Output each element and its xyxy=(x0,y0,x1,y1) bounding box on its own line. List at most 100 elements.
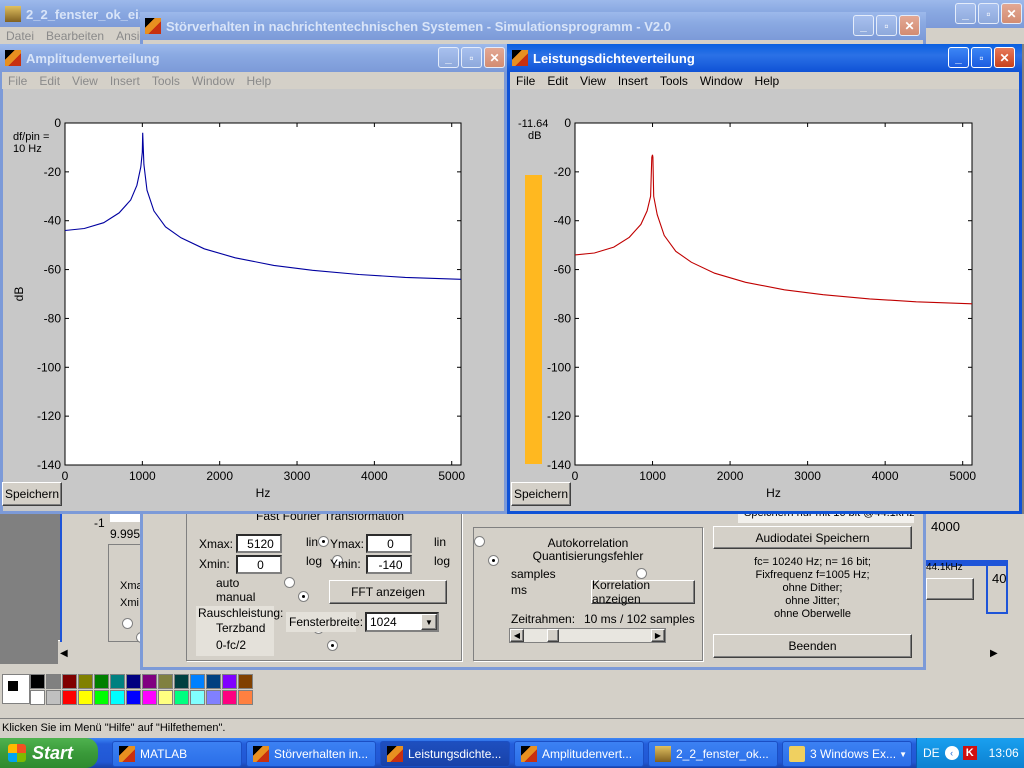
maximize-button[interactable]: ▫ xyxy=(461,47,482,68)
palette-swatch[interactable] xyxy=(142,690,157,705)
tray-collapse-icon[interactable]: ‹ xyxy=(944,746,959,760)
menu-datei[interactable]: Datei xyxy=(6,28,35,43)
palette-swatch[interactable] xyxy=(174,690,189,705)
fft-anzeigen-button[interactable]: FFT anzeigen xyxy=(329,580,447,604)
current-color-box[interactable] xyxy=(2,674,30,704)
maximize-button[interactable]: ▫ xyxy=(971,47,992,68)
language-indicator[interactable]: DE xyxy=(923,746,940,760)
palette-swatch[interactable] xyxy=(78,690,93,705)
menu-insert[interactable]: Insert xyxy=(109,73,140,88)
x-lin-radio[interactable] xyxy=(318,536,330,547)
minimize-button[interactable]: _ xyxy=(438,47,459,68)
samples-radio[interactable] xyxy=(635,568,647,579)
close-button[interactable]: ✕ xyxy=(1001,3,1022,24)
main-window-titlebar[interactable]: Störverhalten in nachrichtentechnischen … xyxy=(140,12,926,40)
minimize-button[interactable]: _ xyxy=(948,47,969,68)
palette-swatch[interactable] xyxy=(110,690,125,705)
taskbar-item-amplitudenvert[interactable]: Amplitudenvert... xyxy=(514,741,644,767)
minimize-button[interactable]: _ xyxy=(853,15,874,36)
menu-tools[interactable]: Tools xyxy=(151,73,180,88)
palette-swatch[interactable] xyxy=(126,674,141,689)
beenden-button[interactable]: Beenden xyxy=(713,634,912,658)
fensterbreite-select[interactable]: 1024 ▼ xyxy=(365,612,439,632)
palette-swatch[interactable] xyxy=(30,690,45,705)
taskbar-group-arrow-icon[interactable]: ▼ xyxy=(899,749,907,759)
palette-swatch[interactable] xyxy=(190,690,205,705)
palette-swatch[interactable] xyxy=(206,690,221,705)
menu-edit[interactable]: Edit xyxy=(39,73,61,88)
dropdown-arrow-icon[interactable]: ▼ xyxy=(421,614,437,630)
menu-view[interactable]: View xyxy=(72,73,98,88)
taskbar-item-paint[interactable]: 2_2_fenster_ok... xyxy=(648,741,778,767)
palette-swatch[interactable] xyxy=(62,674,77,689)
slider-right-arrow-icon[interactable]: ▶ xyxy=(651,629,665,642)
y-tick-label: 0 xyxy=(564,116,571,130)
palette-swatch[interactable] xyxy=(142,674,157,689)
fc2-radio[interactable] xyxy=(326,640,338,651)
taskbar-item-stoerverhalten[interactable]: Störverhalten in... xyxy=(246,741,376,767)
palette-swatch[interactable] xyxy=(110,674,125,689)
palette-swatch[interactable] xyxy=(46,674,61,689)
close-button[interactable]: ✕ xyxy=(994,47,1015,68)
palette-swatch[interactable] xyxy=(190,674,205,689)
audiodatei-speichern-button[interactable]: Audiodatei Speichern xyxy=(713,526,912,549)
psd-save-button[interactable]: Speichern xyxy=(511,482,571,506)
menu-edit[interactable]: Edit xyxy=(547,73,569,88)
palette-swatch[interactable] xyxy=(158,674,173,689)
amplitude-save-button[interactable]: Speichern xyxy=(2,482,62,506)
palette-swatch[interactable] xyxy=(222,690,237,705)
xmax-input[interactable]: 5120 xyxy=(236,534,282,553)
start-button[interactable]: Start xyxy=(0,738,98,768)
palette-swatch[interactable] xyxy=(78,674,93,689)
manual-radio[interactable] xyxy=(298,591,310,602)
palette-swatch[interactable] xyxy=(46,690,61,705)
menu-window[interactable]: Window xyxy=(699,73,743,88)
palette-swatch[interactable] xyxy=(30,674,45,689)
palette-swatch[interactable] xyxy=(238,674,253,689)
palette-swatch[interactable] xyxy=(206,674,221,689)
close-button[interactable]: ✕ xyxy=(484,47,505,68)
menu-insert[interactable]: Insert xyxy=(617,73,648,88)
palette-swatch[interactable] xyxy=(222,674,237,689)
menu-file[interactable]: File xyxy=(8,73,28,88)
antivirus-icon[interactable]: K xyxy=(962,746,977,760)
palette-swatch[interactable] xyxy=(126,690,141,705)
ymax-input[interactable]: 0 xyxy=(366,534,412,553)
palette-swatch[interactable] xyxy=(174,674,189,689)
amplitude-titlebar[interactable]: Amplitudenverteilung _ ▫ ✕ xyxy=(0,44,507,72)
scroll-left-icon[interactable]: ◀ xyxy=(60,648,68,659)
zeitrahmen-slider[interactable]: ◀ ▶ xyxy=(509,628,666,643)
palette-swatch[interactable] xyxy=(238,690,253,705)
menu-help[interactable]: Help xyxy=(246,73,272,88)
slider-thumb[interactable] xyxy=(547,629,560,642)
auto-radio[interactable] xyxy=(284,577,296,588)
x-log-radio[interactable] xyxy=(332,555,344,566)
taskbar-item-explorer[interactable]: 3 Windows Ex... ▼ xyxy=(782,741,912,767)
taskbar-item-leistungsdichte[interactable]: Leistungsdichte... xyxy=(380,741,510,767)
menu-help[interactable]: Help xyxy=(754,73,780,88)
menu-file[interactable]: File xyxy=(516,73,536,88)
korrelation-button[interactable]: Korrelation anzeigen xyxy=(591,578,695,606)
taskbar-item-matlab[interactable]: MATLAB xyxy=(112,741,242,767)
menu-tools[interactable]: Tools xyxy=(659,73,688,88)
menu-view[interactable]: View xyxy=(580,73,606,88)
maximize-button[interactable]: ▫ xyxy=(978,3,999,24)
minimize-button[interactable]: _ xyxy=(955,3,976,24)
y-lin-radio[interactable] xyxy=(474,536,486,547)
palette-swatch[interactable] xyxy=(62,690,77,705)
slider-left-arrow-icon[interactable]: ◀ xyxy=(510,629,524,642)
y-log-radio[interactable] xyxy=(488,555,500,566)
close-button[interactable]: ✕ xyxy=(899,15,920,36)
maximize-button[interactable]: ▫ xyxy=(876,15,897,36)
palette-swatch[interactable] xyxy=(94,690,109,705)
ymin-input[interactable]: -140 xyxy=(366,555,412,574)
palette-swatch[interactable] xyxy=(158,690,173,705)
menu-window[interactable]: Window xyxy=(191,73,235,88)
psd-titlebar[interactable]: Leistungsdichteverteilung _ ▫ ✕ xyxy=(507,44,1022,72)
left-radio-1[interactable] xyxy=(122,618,133,629)
xmin-input[interactable]: 0 xyxy=(236,555,282,574)
palette-swatch[interactable] xyxy=(94,674,109,689)
menu-bearbeiten[interactable]: Bearbeiten xyxy=(46,28,105,43)
scroll-right-icon[interactable]: ▶ xyxy=(990,648,998,659)
right-bg-button[interactable] xyxy=(926,578,974,600)
